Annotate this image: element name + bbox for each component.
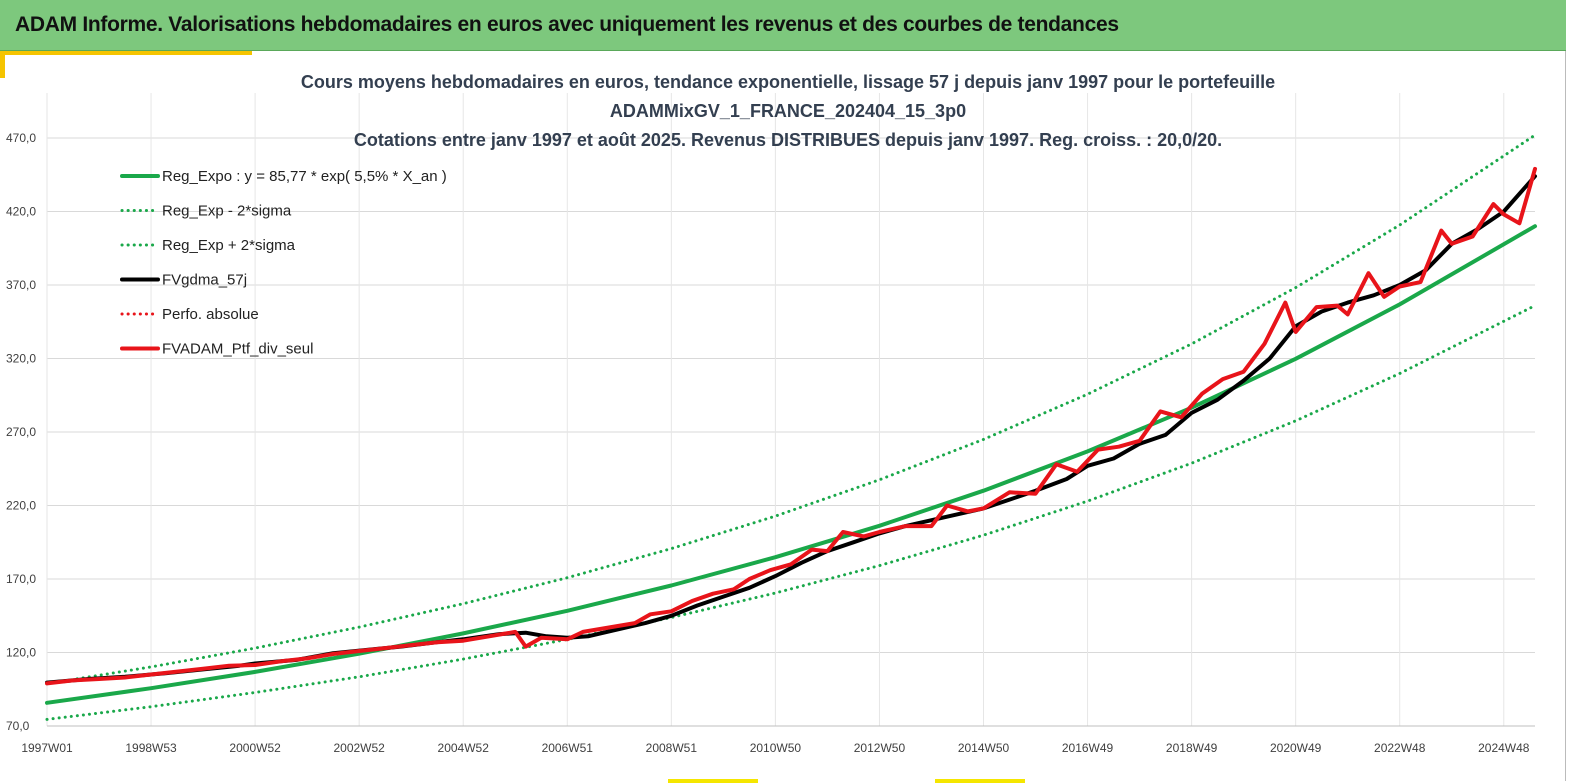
x-tick-label: 2022W48 xyxy=(1374,741,1426,755)
y-tick-label: 70,0 xyxy=(6,719,30,733)
legend-label: Reg_Expo : y = 85,77 * exp( 5,5% * X_an … xyxy=(162,168,447,185)
chart-grid xyxy=(46,93,1535,727)
y-tick-label: 270,0 xyxy=(6,425,36,439)
accent-strip-bottom xyxy=(668,779,758,783)
legend-label: Reg_Exp + 2*sigma xyxy=(162,237,296,254)
y-tick-label: 120,0 xyxy=(6,646,36,660)
page-title: ADAM Informe. Valorisations hebdomadaire… xyxy=(15,13,1119,36)
y-tick-label: 220,0 xyxy=(6,499,36,513)
legend-label: Perfo. absolue xyxy=(162,306,259,323)
y-tick-label: 470,0 xyxy=(6,131,36,145)
x-tick-label: 2000W52 xyxy=(229,741,281,755)
x-tick-label: 2020W49 xyxy=(1270,741,1322,755)
y-tick-label: 170,0 xyxy=(6,572,36,586)
legend-label: FVADAM_Ptf_div_seul xyxy=(162,341,313,358)
x-axis: 1997W01 1998W53 2000W52 2002W52 2004W52 2006W… xyxy=(21,741,1529,755)
y-tick-label: 420,0 xyxy=(6,205,36,219)
x-tick-label: 1997W01 xyxy=(21,741,73,755)
chart-frame xyxy=(0,51,1566,781)
chart-title: Cours moyens hebdomadaires en euros, ten… xyxy=(301,72,1275,150)
accent-strip-bottom xyxy=(935,779,1025,783)
x-tick-label: 2008W51 xyxy=(646,741,698,755)
x-tick-label: 2004W52 xyxy=(438,741,490,755)
chart-legend: Reg_Expo : y = 85,77 * exp( 5,5% * X_an … xyxy=(120,168,447,358)
series-line-reg-exp-2-sigma xyxy=(45,304,1537,721)
header-bar: ADAM Informe. Valorisations hebdomadaire… xyxy=(0,0,1566,51)
y-axis: 70,0 120,0 170,0 220,0 270,0 320,0 370,0 420,0 4… xyxy=(6,131,36,733)
x-tick-label: 2012W50 xyxy=(854,741,906,755)
accent-strip xyxy=(0,51,252,55)
series-line-reg-expo-y-85-77-exp-5-5-x-an xyxy=(45,224,1537,705)
x-tick-label: 2024W48 xyxy=(1478,741,1530,755)
x-tick-label: 2006W51 xyxy=(542,741,594,755)
chart-title-line: Cours moyens hebdomadaires en euros, ten… xyxy=(301,72,1275,92)
x-tick-label: 2002W52 xyxy=(333,741,385,755)
y-tick-label: 370,0 xyxy=(6,278,36,292)
legend-label: FVgdma_57j xyxy=(162,272,247,289)
x-tick-label: 2014W50 xyxy=(958,741,1010,755)
x-tick-label: 1998W53 xyxy=(125,741,177,755)
x-tick-label: 2016W49 xyxy=(1062,741,1114,755)
series-line-fvadam-ptf-div-seul xyxy=(45,166,1537,686)
legend-label: Reg_Exp - 2*sigma xyxy=(162,203,292,220)
chart-title-line: ADAMMixGV_1_FRANCE_202404_15_3p0 xyxy=(610,101,966,121)
x-tick-label: 2010W50 xyxy=(750,741,802,755)
chart-series xyxy=(45,133,1537,721)
chart-title-line: Cotations entre janv 1997 et août 2025. … xyxy=(354,130,1222,150)
accent-strip-left xyxy=(0,51,5,78)
x-tick-label: 2018W49 xyxy=(1166,741,1218,755)
y-tick-label: 320,0 xyxy=(6,352,36,366)
